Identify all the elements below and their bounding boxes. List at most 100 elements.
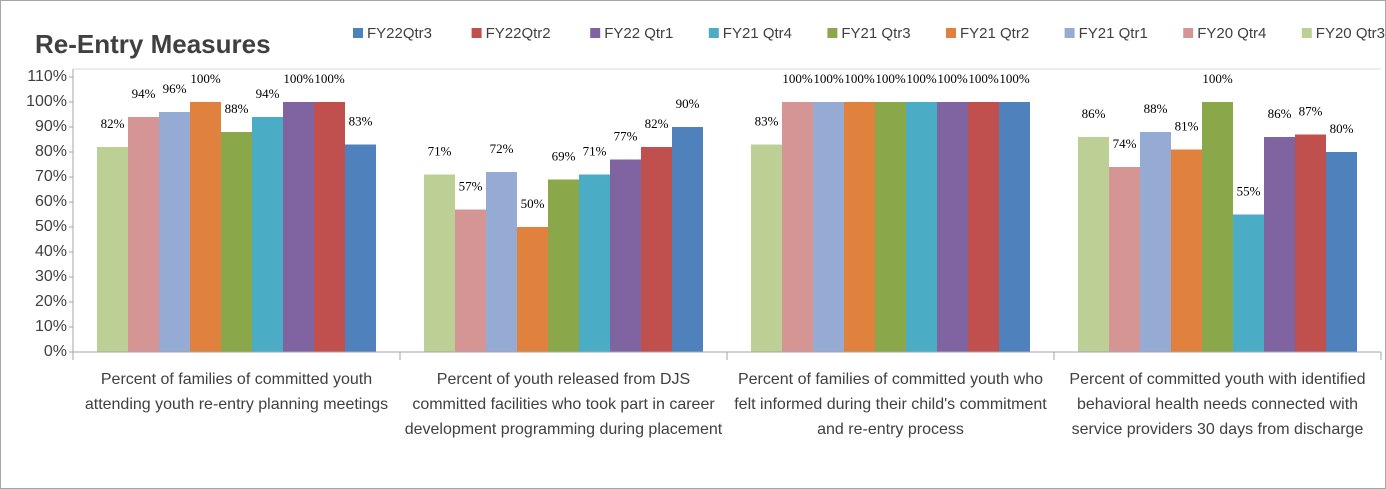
legend-swatch (946, 28, 956, 38)
legend-label: FY21 Qtr4 (723, 25, 792, 42)
data-label: 77% (614, 128, 638, 143)
bar (128, 117, 159, 352)
bar (751, 144, 782, 352)
data-label: 100% (283, 71, 314, 86)
data-label: 83% (755, 113, 779, 128)
bar (1078, 137, 1109, 352)
y-tick-label: 40% (35, 243, 67, 260)
bar (1326, 152, 1357, 352)
legend-swatch (471, 28, 482, 38)
bar (1171, 149, 1202, 352)
data-label: 94% (256, 86, 280, 101)
bar (641, 147, 672, 352)
data-label: 100% (999, 71, 1030, 86)
y-tick-label: 100% (26, 93, 67, 110)
data-label: 71% (583, 143, 607, 158)
data-label: 86% (1082, 106, 1106, 121)
legend-swatch (827, 28, 838, 38)
y-tick-label: 90% (35, 118, 67, 135)
bar (1109, 167, 1140, 352)
data-label: 81% (1175, 118, 1199, 133)
data-label: 100% (782, 71, 813, 86)
data-label: 100% (314, 71, 345, 86)
bar (1202, 102, 1233, 352)
bar (906, 102, 937, 352)
bar (548, 179, 579, 352)
legend-swatch (708, 28, 719, 38)
data-label: 94% (132, 86, 156, 101)
bar (424, 174, 455, 352)
bar (159, 112, 190, 352)
bar (221, 132, 252, 352)
y-tick-label: 30% (35, 268, 67, 285)
bar (579, 174, 610, 352)
data-label: 80% (1330, 121, 1354, 136)
y-tick-label: 50% (35, 218, 67, 235)
y-tick-label: 60% (35, 193, 67, 210)
legend-swatch (1064, 28, 1075, 38)
x-tick-label: Percent of families of committed youth w… (734, 371, 1047, 438)
bar (486, 172, 517, 352)
data-label: 74% (1113, 136, 1137, 151)
legend-swatch (590, 28, 601, 38)
bar (97, 147, 128, 352)
bar (252, 117, 283, 352)
bar (875, 102, 906, 352)
y-tick-label: 70% (35, 168, 67, 185)
data-label: 57% (459, 178, 483, 193)
data-label: 69% (552, 148, 576, 163)
legend-label: FY21 Qtr2 (960, 25, 1029, 42)
data-label: 88% (1144, 101, 1168, 116)
bar (999, 102, 1030, 352)
legend-label: FY20 Qtr3 (1316, 25, 1385, 42)
data-label: 96% (163, 81, 187, 96)
legend-swatch (353, 28, 363, 38)
data-label: 86% (1268, 106, 1292, 121)
bar (813, 102, 844, 352)
data-label: 82% (645, 116, 669, 131)
bar (455, 209, 486, 352)
bar (190, 102, 221, 352)
bar (1264, 137, 1295, 352)
data-label: 100% (1202, 71, 1233, 86)
data-label: 100% (813, 71, 844, 86)
x-tick-label: Percent of families of committed youth a… (84, 371, 389, 413)
data-label: 82% (101, 116, 125, 131)
bar (782, 102, 813, 352)
data-label: 88% (225, 101, 249, 116)
data-label: 50% (521, 196, 545, 211)
data-label: 100% (937, 71, 968, 86)
bar (314, 102, 345, 352)
data-label: 87% (1299, 103, 1323, 118)
data-label: 100% (906, 71, 937, 86)
data-label: 72% (490, 141, 514, 156)
y-tick-label: 0% (44, 343, 67, 360)
y-tick-label: 20% (35, 293, 67, 310)
data-label: 55% (1237, 183, 1261, 198)
legend-label: FY20 Qtr4 (1197, 25, 1266, 42)
x-tick-label: Percent of committed youth with identifi… (1069, 371, 1366, 438)
bar (844, 102, 875, 352)
bar (937, 102, 968, 352)
y-tick-label: 80% (35, 143, 67, 160)
legend-label: FY21 Qtr3 (841, 25, 910, 42)
data-label: 100% (875, 71, 906, 86)
legend-swatch (1301, 28, 1312, 38)
data-label: 100% (190, 71, 221, 86)
data-label: 100% (968, 71, 999, 86)
bar (517, 227, 548, 352)
data-label: 100% (844, 71, 875, 86)
data-label: 71% (428, 143, 452, 158)
legend-swatch (1183, 28, 1194, 38)
bar (610, 159, 641, 352)
data-label: 83% (349, 113, 373, 128)
bar (1295, 134, 1326, 352)
y-tick-label: 110% (27, 68, 67, 85)
bar (1140, 132, 1171, 352)
bar (672, 127, 703, 352)
legend-label: FY22Qtr3 (367, 25, 432, 42)
legend-label: FY22Qtr2 (486, 25, 551, 42)
bar (1233, 214, 1264, 352)
